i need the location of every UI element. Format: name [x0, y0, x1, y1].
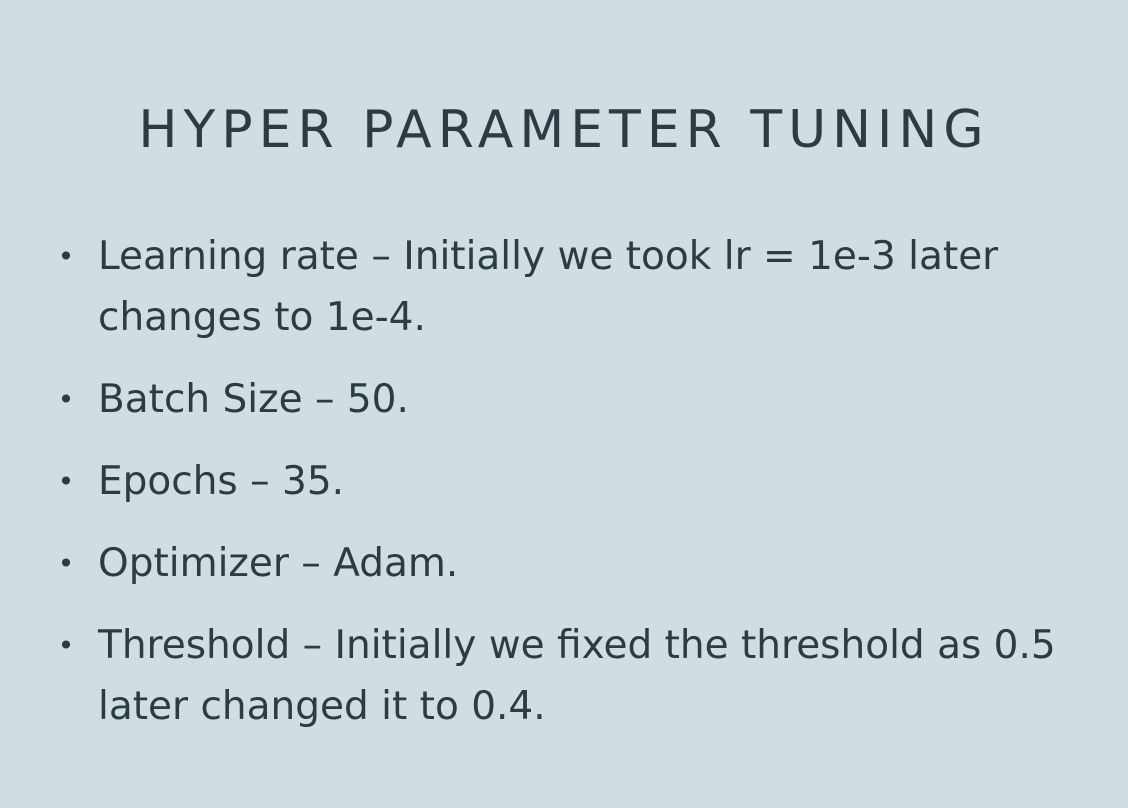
bullet-item-learning-rate: • Learning rate – Initially we took lr =… [56, 226, 1086, 348]
bullet-text: Learning rate – Initially we took lr = 1… [98, 234, 999, 340]
bullet-dot-icon: • [57, 383, 75, 416]
bullet-text: Threshold – Initially we fixed the thres… [98, 623, 1056, 729]
bullet-dot-icon: • [57, 547, 75, 580]
bullet-dot-icon: • [57, 629, 75, 662]
bullet-dot-icon: • [57, 240, 75, 273]
bullet-item-epochs: • Epochs – 35. [56, 451, 1086, 512]
bullet-item-threshold: • Threshold – Initially we fixed the thr… [56, 615, 1086, 737]
bullet-text: Batch Size – 50. [98, 377, 409, 422]
bullet-item-batch-size: • Batch Size – 50. [56, 369, 1086, 430]
bullet-dot-icon: • [57, 465, 75, 498]
slide-title: HYPER PARAMETER TUNING [138, 100, 990, 160]
bullet-list: • Learning rate – Initially we took lr =… [56, 226, 1086, 758]
bullet-text: Epochs – 35. [98, 459, 345, 504]
bullet-item-optimizer: • Optimizer – Adam. [56, 533, 1086, 594]
bullet-text: Optimizer – Adam. [98, 541, 459, 586]
